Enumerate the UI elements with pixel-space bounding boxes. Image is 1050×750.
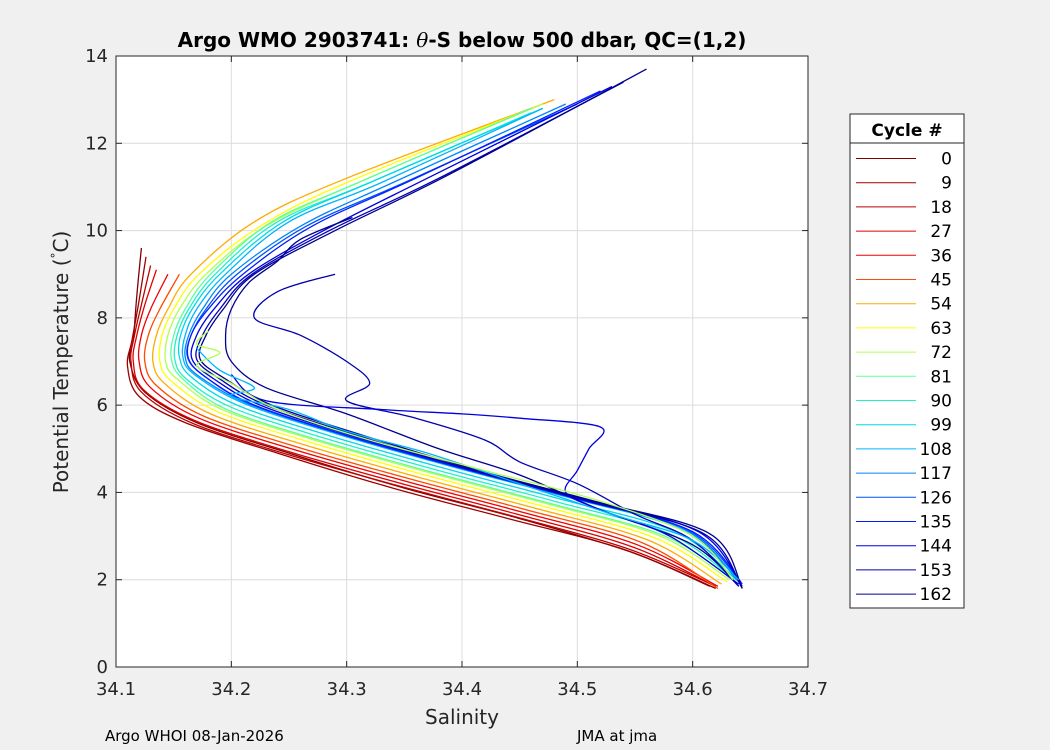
- series-layer: [126, 68, 743, 589]
- legend-label: 9: [941, 174, 952, 194]
- footer-right: JMA at jma: [576, 727, 657, 745]
- series-line-cycle-162: [198, 68, 743, 589]
- footer-left: Argo WHOI 08-Jan-2026: [105, 727, 284, 745]
- y-axis-label: Potential Temperature (°C): [49, 231, 73, 494]
- legend-label: 108: [920, 440, 952, 460]
- x-tick-label: 34.5: [557, 679, 597, 700]
- y-tick-label: 0: [97, 657, 108, 678]
- series-line-cycle-153-b: [253, 273, 740, 587]
- legend-label: 18: [930, 198, 952, 218]
- y-axis-label-degree: °: [49, 252, 63, 258]
- legend-label: 81: [930, 367, 952, 387]
- x-tick-label: 34.3: [327, 679, 367, 700]
- series-line-cycle-81: [170, 107, 734, 581]
- series-line-cycle-36: [137, 273, 719, 587]
- title-theta: θ: [416, 28, 428, 52]
- y-tick-label: 10: [85, 221, 108, 242]
- legend-label: 36: [930, 246, 952, 266]
- series-line-cycle-9: [126, 256, 711, 587]
- y-tick-label: 4: [97, 482, 108, 503]
- legend-entries: 0 9 18 27 36 45 54 63 72 81 90 99 108 117 126 135 144 153…: [856, 150, 952, 605]
- series-line-cycle-54: [151, 98, 722, 585]
- legend-label: 153: [920, 561, 952, 581]
- legend-label: 45: [930, 271, 952, 291]
- series-line-cycle-90: [173, 112, 735, 581]
- series-line-cycle-63: [158, 103, 728, 583]
- x-tick-labels: 34.1 34.2 34.3 34.4 34.5 34.6 34.7: [96, 679, 828, 700]
- y-tick-label: 8: [97, 308, 108, 329]
- legend-label: 90: [930, 392, 952, 412]
- y-axis-label-main: Potential Temperature (: [49, 258, 73, 493]
- legend-label: 54: [930, 295, 952, 315]
- legend-label: 99: [930, 416, 952, 436]
- series-line-cycle-45: [143, 273, 719, 589]
- x-tick-label: 34.7: [788, 679, 828, 700]
- x-tick-label: 34.4: [442, 679, 482, 700]
- series-line-cycle-72-b: [195, 330, 734, 581]
- legend-label: 63: [930, 319, 952, 339]
- legend-label: 72: [930, 343, 952, 363]
- x-axis-label: Salinity: [425, 705, 499, 729]
- title-suffix: -S below 500 dbar, QC=(1,2): [428, 28, 746, 52]
- series-line-cycle-27: [132, 269, 716, 587]
- legend-box: [849, 113, 965, 609]
- legend: Cycle # 0 9 18 27 36 45 54 63 72 81 90 99 108 117 126 1…: [849, 113, 965, 609]
- legend-title: Cycle #: [871, 121, 942, 141]
- series-line-cycle-99: [177, 107, 737, 581]
- legend-label: 162: [920, 585, 952, 605]
- series-line-cycle-108-b: [196, 347, 740, 581]
- chart-title: Argo WMO 2903741: θ-S below 500 dbar, QC…: [178, 28, 747, 52]
- legend-label: 135: [920, 513, 952, 533]
- x-tick-label: 34.2: [211, 679, 251, 700]
- series-line-cycle-108: [181, 107, 740, 581]
- series-line-cycle-153: [195, 81, 743, 589]
- y-tick-label: 12: [85, 133, 108, 154]
- y-tick-label: 6: [97, 395, 108, 416]
- legend-label: 117: [920, 464, 952, 484]
- y-axis-label-unit: C): [49, 231, 73, 253]
- ticks: [115, 55, 809, 668]
- series-line-cycle-72: [164, 103, 730, 581]
- x-tick-label: 34.6: [673, 679, 713, 700]
- y-tick-label: 14: [85, 46, 108, 67]
- legend-label: 0: [941, 150, 952, 170]
- series-line-cycle-18: [130, 265, 716, 587]
- y-tick-label: 2: [97, 570, 108, 591]
- legend-label: 27: [930, 222, 952, 242]
- legend-label: 144: [920, 537, 952, 557]
- legend-label: 126: [920, 488, 952, 508]
- x-tick-label: 34.1: [96, 679, 136, 700]
- title-prefix: Argo WMO 2903741:: [178, 28, 417, 52]
- y-tick-labels: 0 2 4 6 8 10 12 14: [85, 46, 108, 678]
